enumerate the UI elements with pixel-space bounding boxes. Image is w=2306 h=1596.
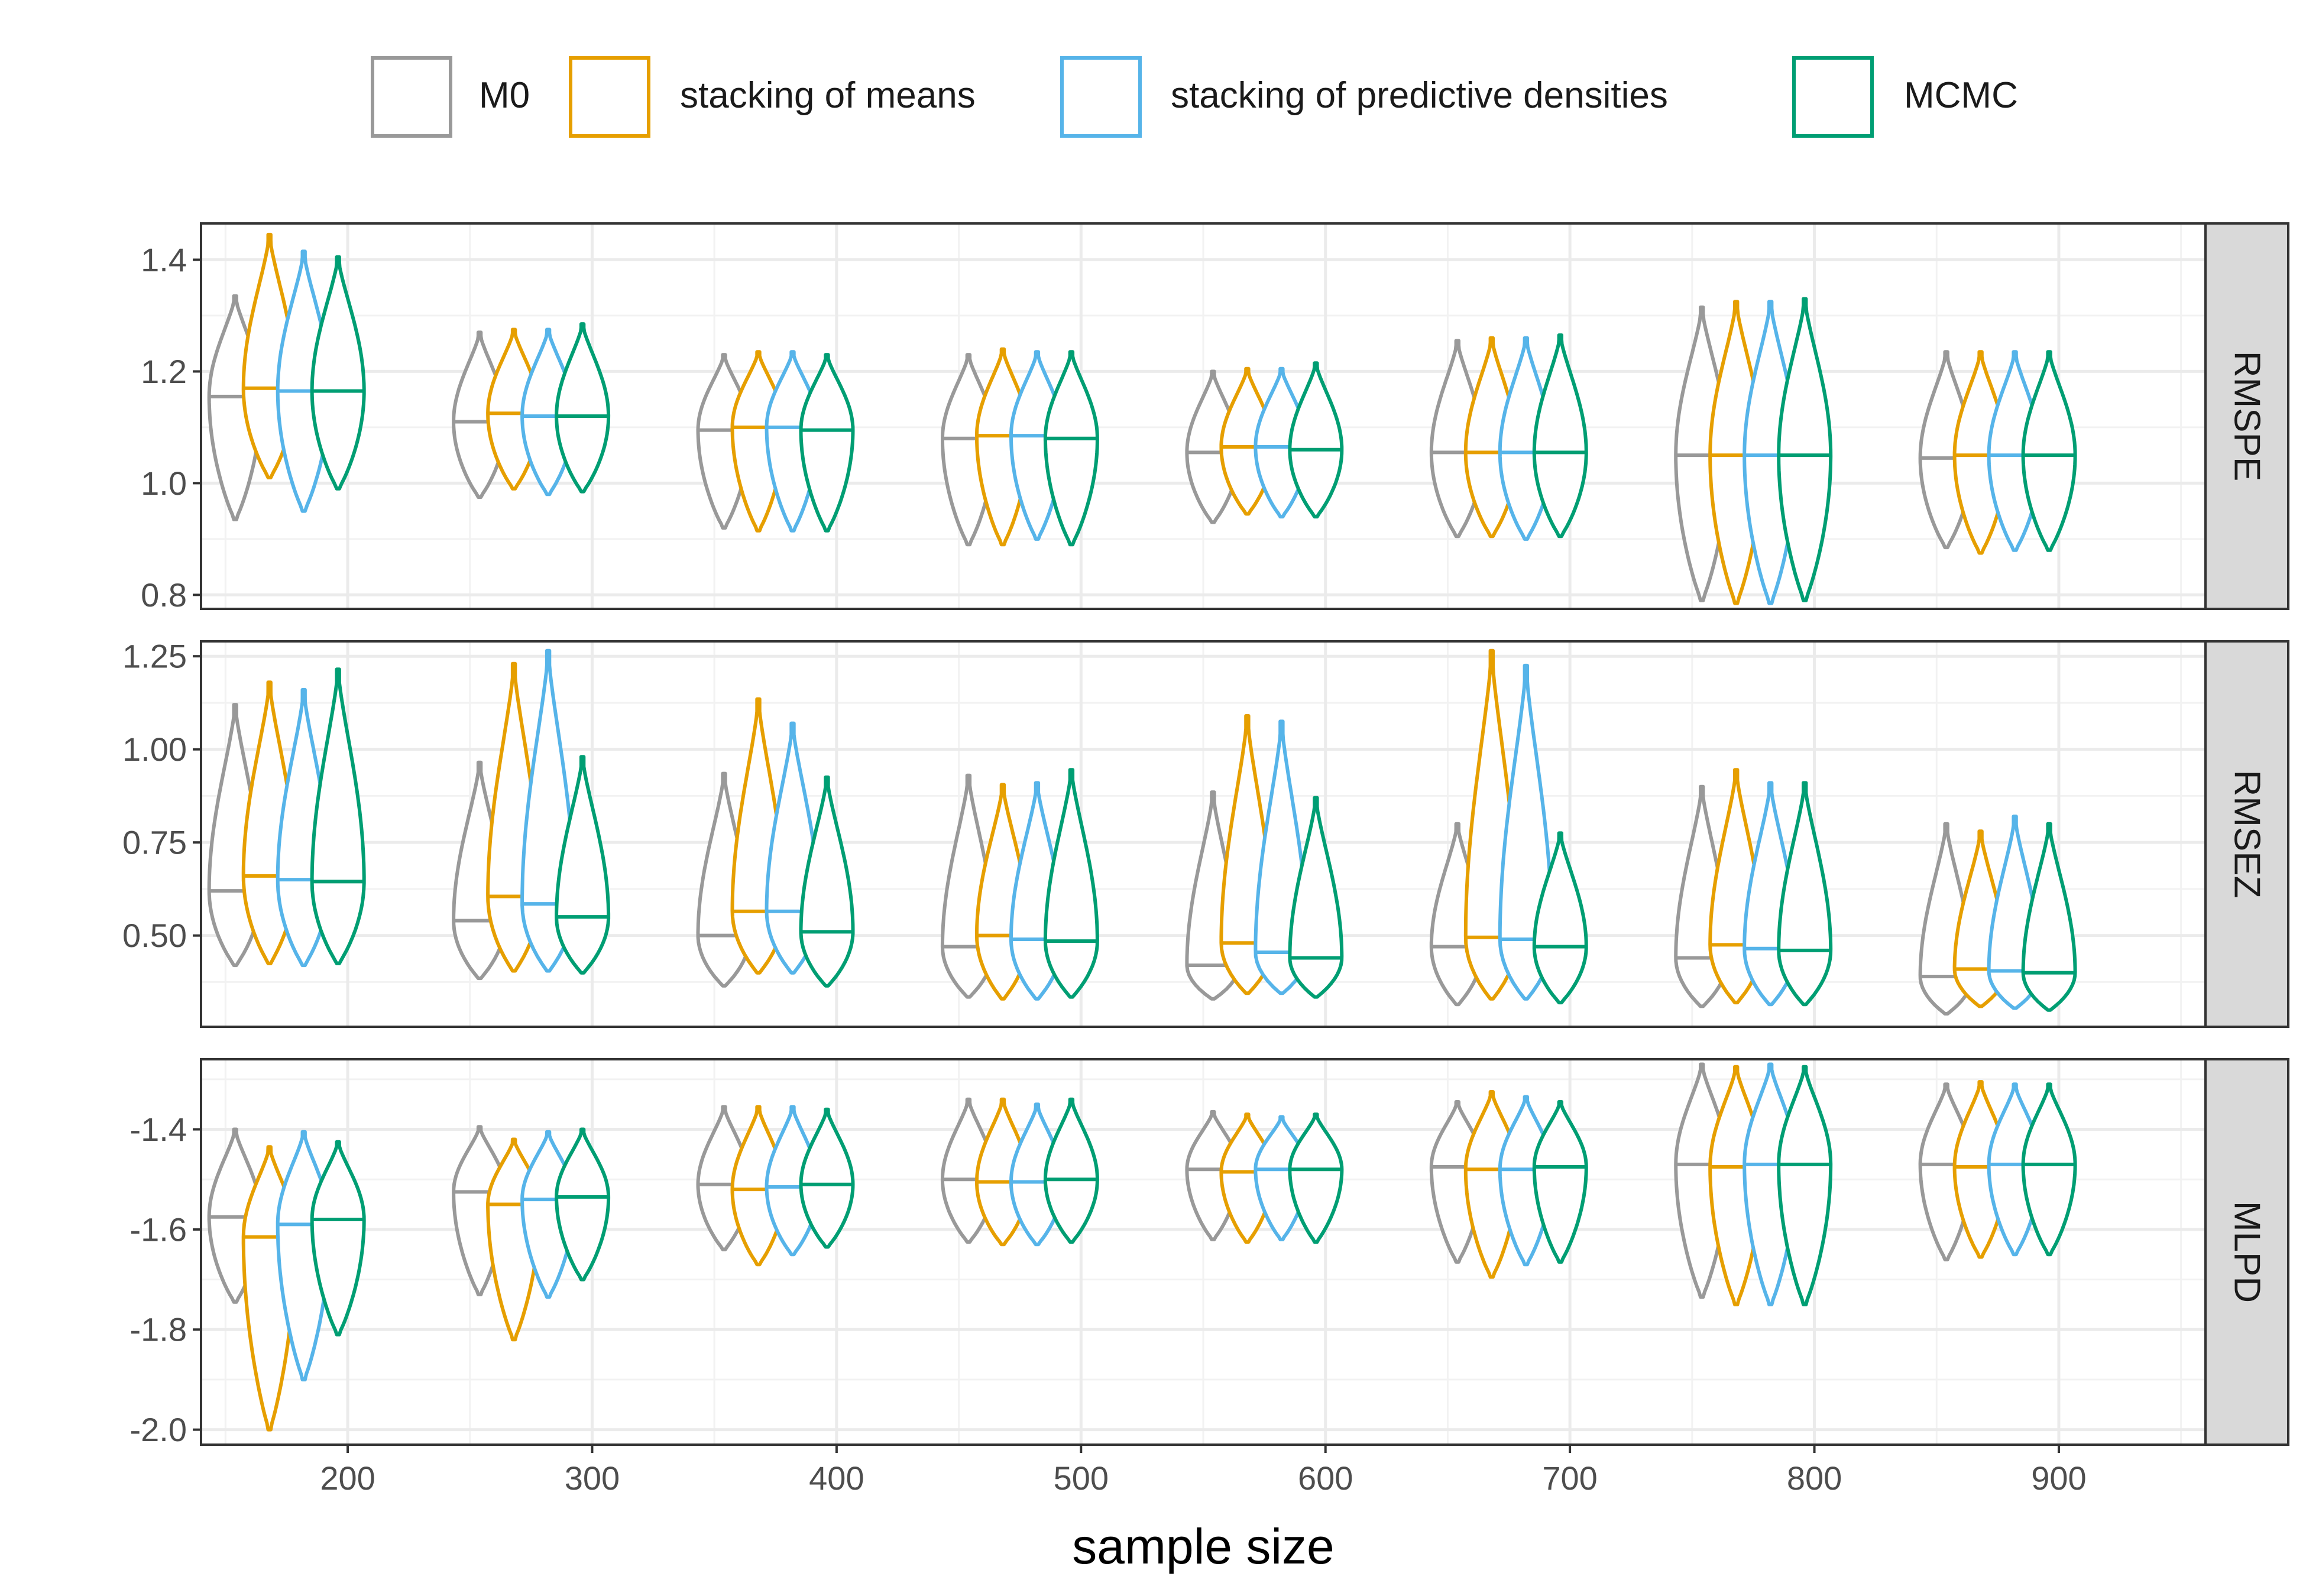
legend-item-mcmc: MCMC xyxy=(1792,56,2018,138)
x-tick-label: 900 xyxy=(2031,1459,2086,1497)
panel-rmspe: 0.8 1.0 1.2 1.4 RMSPE xyxy=(141,222,2289,614)
violins-rmsez xyxy=(207,648,2077,1016)
violin-rmsez-mcmc-575 xyxy=(1288,796,1344,999)
strip-label-rmspe: RMSPE xyxy=(2227,351,2268,481)
violin-rmspe-mcmc-875 xyxy=(2021,350,2077,552)
strip-label-rmsez: RMSEZ xyxy=(2227,770,2268,898)
x-tick-label: 300 xyxy=(565,1459,620,1497)
x-tick-label: 400 xyxy=(809,1459,864,1497)
y-tick-label: 1.00 xyxy=(122,731,187,768)
x-axis-title: sample size xyxy=(1072,1519,1335,1574)
violin-rmsez-mcmc-275 xyxy=(555,755,611,975)
violin-rmspe-mcmc-775 xyxy=(1777,297,1833,602)
y-tick-label: -1.6 xyxy=(130,1211,187,1248)
violin-rmsez-mcmc-875 xyxy=(2021,822,2077,1012)
violin-mlpd-mcmc-175 xyxy=(310,1140,366,1337)
x-tick-label: 200 xyxy=(320,1459,375,1497)
legend-item-stacking-of-predictive-densities: stacking of predictive densities xyxy=(1060,56,1668,138)
y-tick-label: 0.8 xyxy=(141,576,187,614)
y-axis-rmspe: 0.8 1.0 1.2 1.4 xyxy=(141,241,201,614)
violin-mlpd-mcmc-475 xyxy=(1043,1097,1099,1244)
y-axis-mlpd: -2.0 -1.8 -1.6 -1.4 xyxy=(130,1111,201,1448)
y-tick-label: 0.50 xyxy=(122,917,187,954)
x-tick-label: 800 xyxy=(1787,1459,1842,1497)
legend-key-stacking-of-means xyxy=(569,56,650,138)
legend-label-mcmc: MCMC xyxy=(1904,75,2018,116)
y-tick-label: -2.0 xyxy=(130,1411,187,1448)
legend-item-stacking-of-means: stacking of means xyxy=(569,56,976,138)
x-axis: 200 300 400 500 600 700 800 900 xyxy=(320,1445,2087,1497)
y-tick-label: 1.0 xyxy=(141,465,187,502)
violins-mlpd xyxy=(207,1062,2077,1432)
violin-mlpd-mcmc-675 xyxy=(1532,1100,1588,1264)
legend-label-m0: M0 xyxy=(479,75,530,116)
y-tick-label: 1.4 xyxy=(141,241,187,278)
violin-rmspe-mcmc-275 xyxy=(555,322,611,494)
y-axis-rmsez: 0.50 0.75 1.00 1.25 xyxy=(122,638,201,954)
violin-rmsez-mcmc-175 xyxy=(310,667,366,965)
y-tick-label: -1.4 xyxy=(130,1111,187,1148)
y-tick-label: 1.25 xyxy=(122,638,187,675)
violin-mlpd-mcmc-275 xyxy=(555,1127,611,1282)
violin-mlpd-mcmc-775 xyxy=(1777,1065,1833,1306)
legend-label-stacking-of-predictive-densities: stacking of predictive densities xyxy=(1171,75,1668,116)
y-tick-label: 0.75 xyxy=(122,824,187,861)
panel-mlpd: -2.0 -1.8 -1.6 -1.4 MLPD xyxy=(130,1058,2289,1448)
strip-rmsez xyxy=(2204,640,2289,1028)
legend-key-mcmc xyxy=(1792,56,1874,138)
violin-rmsez-mcmc-675 xyxy=(1532,831,1588,1005)
strip-rmspe xyxy=(2204,222,2289,610)
legend-key-m0 xyxy=(371,56,452,138)
violin-rmspe-mcmc-575 xyxy=(1288,361,1344,519)
y-tick-label: 1.2 xyxy=(141,353,187,390)
x-tick-label: 600 xyxy=(1298,1459,1353,1497)
x-tick-label: 700 xyxy=(1542,1459,1597,1497)
legend-item-m0: M0 xyxy=(371,56,530,138)
violin-rmspe-mcmc-675 xyxy=(1532,333,1588,539)
strip-label-mlpd: MLPD xyxy=(2227,1201,2268,1303)
violin-rmspe-mcmc-475 xyxy=(1043,350,1099,547)
strip-mlpd xyxy=(2204,1058,2289,1446)
legend-key-stacking-of-predictive-densities xyxy=(1060,56,1142,138)
y-tick-label: -1.8 xyxy=(130,1311,187,1348)
violin-rmspe-mcmc-375 xyxy=(799,353,855,533)
panel-rmsez: 0.50 0.75 1.00 1.25 RMSEZ xyxy=(122,638,2289,1028)
violin-rmsez-mcmc-375 xyxy=(799,775,855,988)
violin-rmspe-mcmc-175 xyxy=(310,255,366,491)
violin-mlpd-mcmc-875 xyxy=(2021,1082,2077,1257)
x-tick-label: 500 xyxy=(1054,1459,1109,1497)
violin-mlpd-mcmc-375 xyxy=(799,1107,855,1249)
violins-rmspe xyxy=(207,232,2077,605)
legend: M0 stacking of means stacking of predict… xyxy=(371,56,2018,138)
legend-label-stacking-of-means: stacking of means xyxy=(680,75,976,116)
violin-mlpd-mcmc-575 xyxy=(1288,1112,1344,1244)
